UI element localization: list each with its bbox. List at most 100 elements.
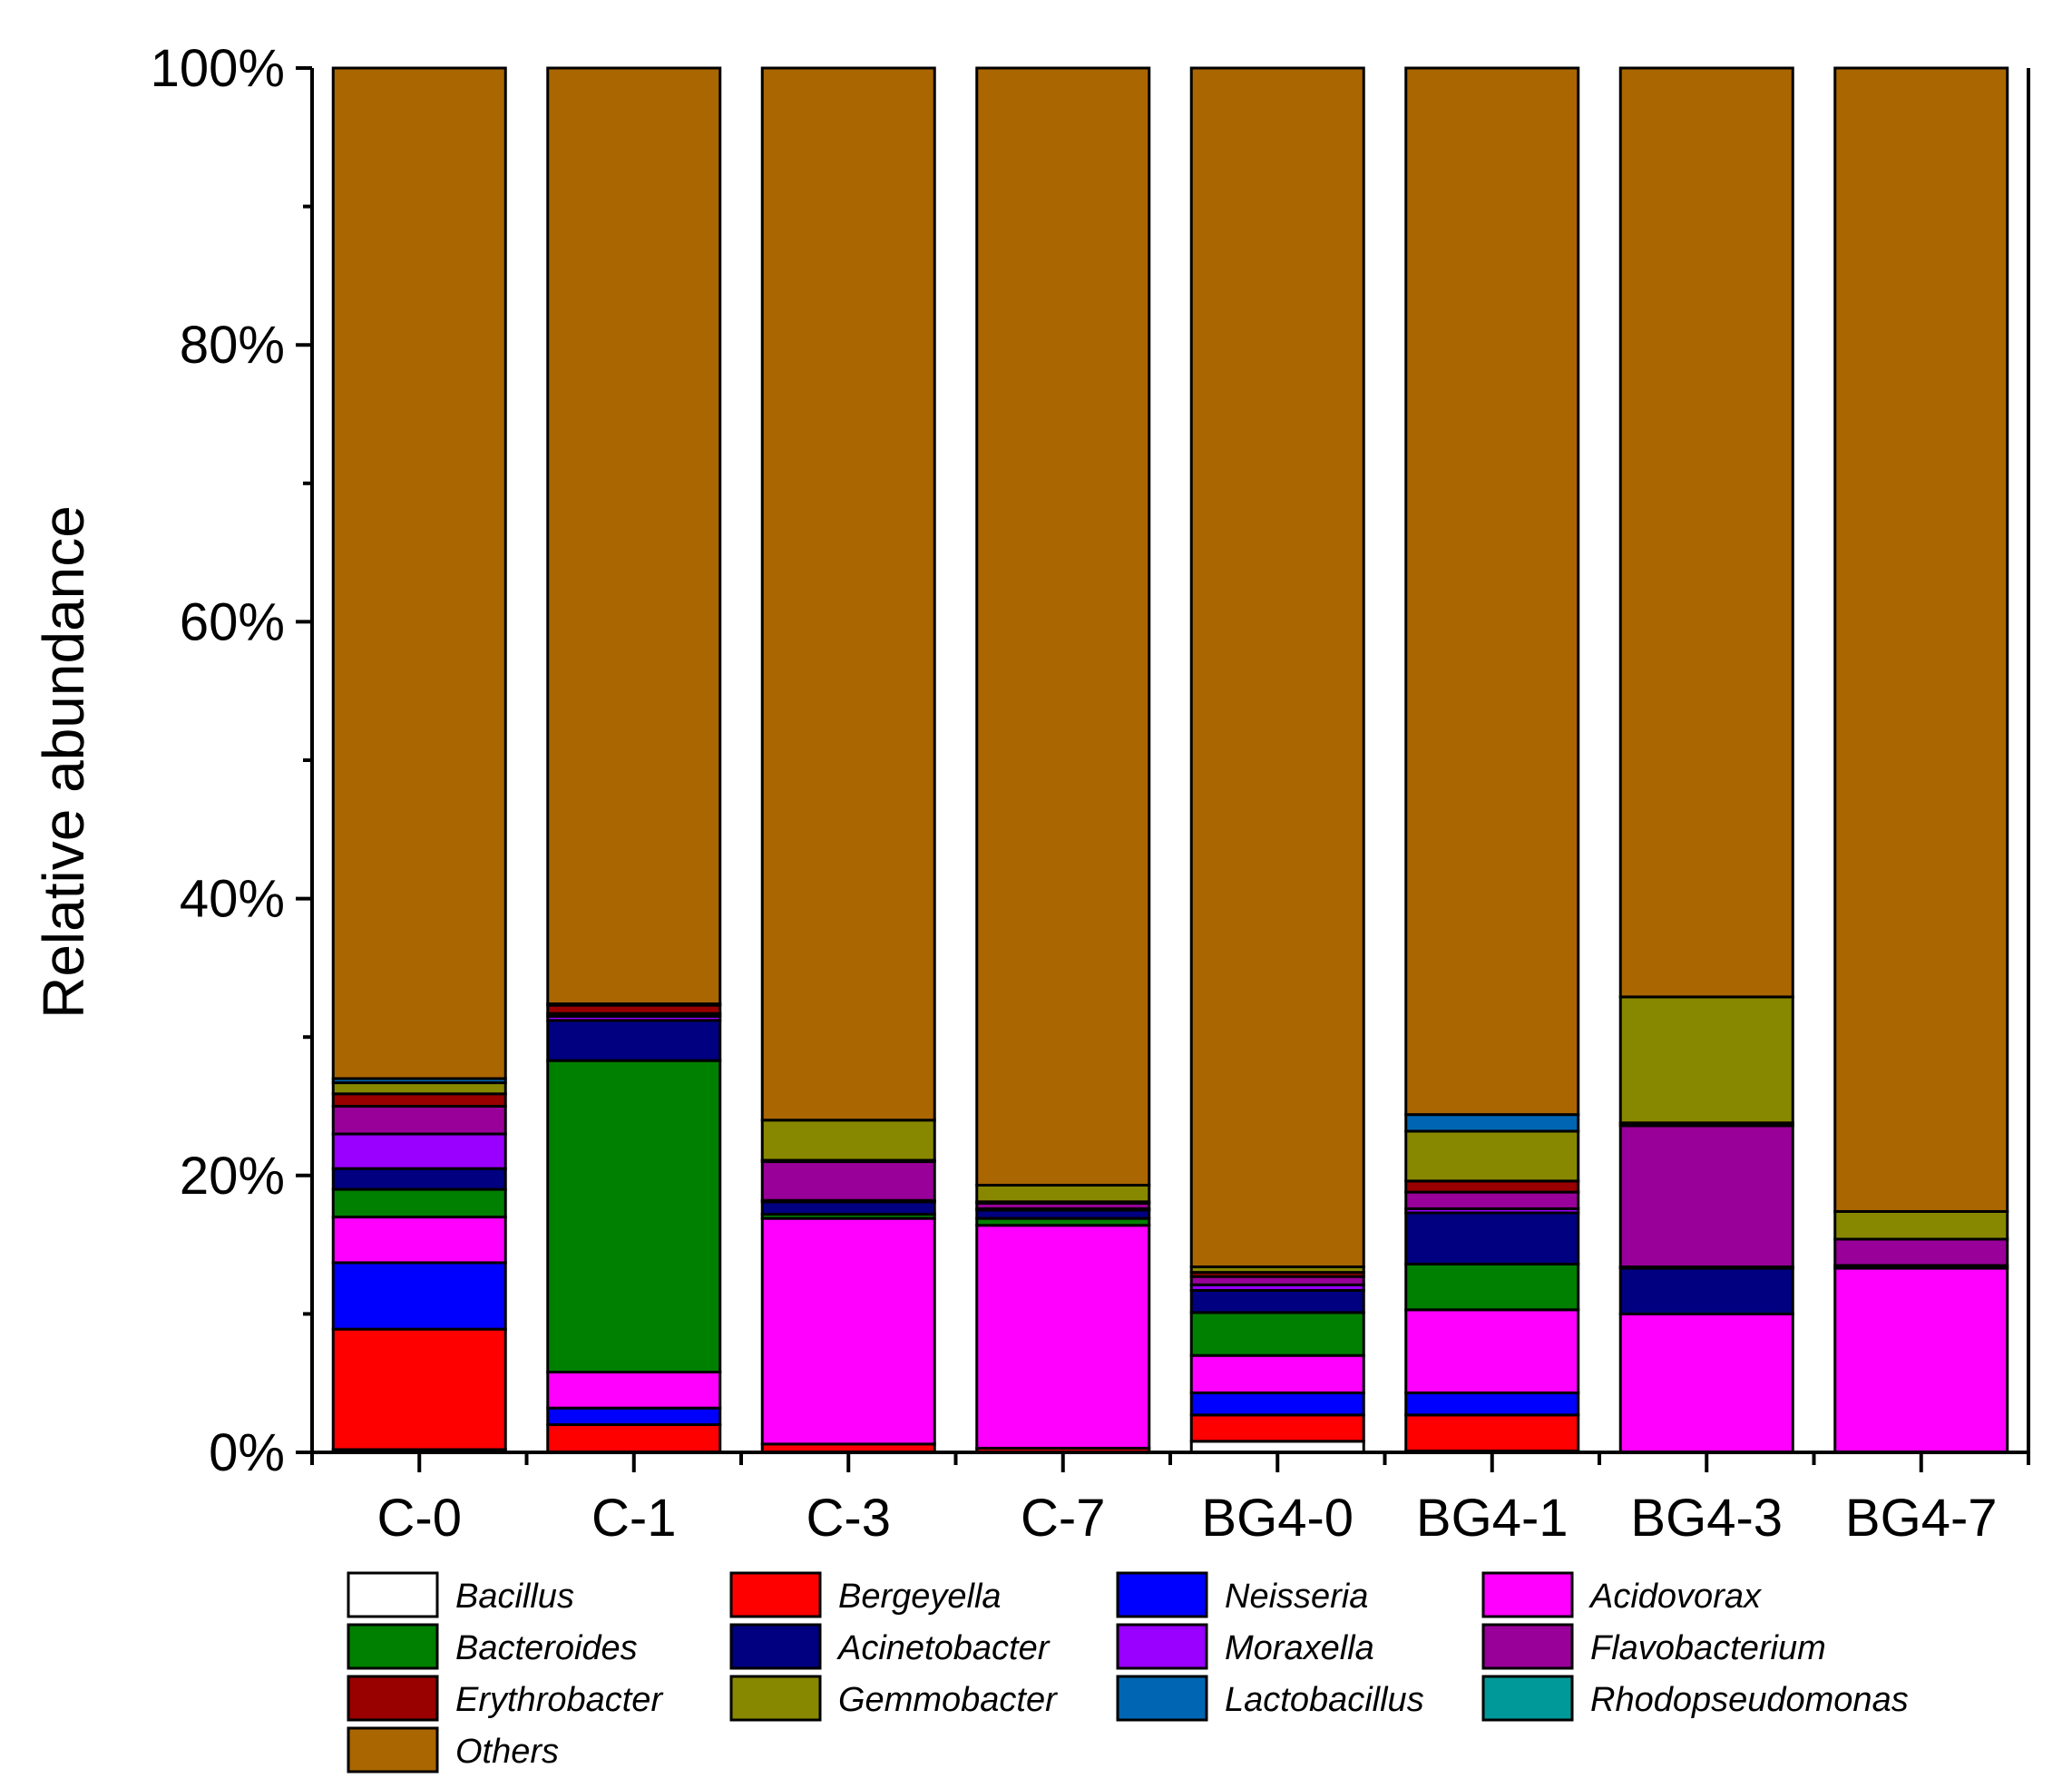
bar-segment-c-0-neisseria: [331, 1261, 507, 1331]
legend-item-acinetobacter: Acinetobacter: [729, 1623, 1051, 1670]
bar-segment-bg4-0-bacteroides: [1189, 1311, 1365, 1357]
bar-segment-bg4-1-acinetobacter: [1404, 1211, 1580, 1265]
bar-segment-c-0-acinetobacter: [331, 1167, 507, 1191]
legend: Bacillus Bergeyella Neisseria Acidovorax Bac…: [347, 1571, 1909, 1773]
bar-segment-bg4-3-gemmobacter: [1618, 995, 1794, 1125]
legend-item-lactobacillus: Lactobacillus: [1116, 1675, 1424, 1722]
legend-item-acidovorax: Acidovorax: [1481, 1571, 1763, 1618]
axes-group: 0% 20% 40% 60% 80% 100% C-0 C-1 C-3 C-7 BG4-0 BG4-1…: [151, 39, 2030, 1548]
bar-segment-c-1-neisseria: [546, 1406, 722, 1426]
legend-item-bacteroides: Bacteroides: [347, 1623, 638, 1670]
legend-label-neisseria: Neisseria: [1225, 1578, 1368, 1616]
bar-segment-c-1-others: [546, 66, 722, 1006]
bar-stack-c-1: [546, 66, 722, 1454]
bar-segment-bg4-1-gemmobacter: [1404, 1129, 1580, 1183]
legend-swatch-acinetobacter: [729, 1623, 822, 1670]
legend-label-others: Others: [455, 1733, 559, 1771]
legend-label-bacillus: Bacillus: [455, 1578, 574, 1616]
legend-swatch-bacillus: [347, 1571, 439, 1618]
bar-segment-bg4-7-gemmobacter: [1833, 1209, 2009, 1241]
bar-segment-c-0-moraxella: [331, 1132, 507, 1170]
legend-item-others: Others: [347, 1726, 559, 1773]
legend-label-acidovorax: Acidovorax: [1588, 1578, 1763, 1616]
legend-label-gemmobacter: Gemmobacter: [838, 1681, 1058, 1719]
x-tick-label-bg4-0: BG4-0: [1201, 1489, 1354, 1548]
bar-segment-bg4-1-bergeyella: [1404, 1413, 1580, 1452]
bar-segment-bg4-0-others: [1189, 66, 1365, 1269]
legend-item-bergeyella: Bergeyella: [729, 1571, 1002, 1618]
bar-segment-c-3-flavobacterium: [760, 1160, 936, 1202]
bar-segment-bg4-1-neisseria: [1404, 1391, 1580, 1417]
legend-swatch-bacteroides: [347, 1623, 439, 1670]
bar-segment-bg4-0-acinetobacter: [1189, 1288, 1365, 1314]
bar-segment-c-1-acidovorax: [546, 1370, 722, 1410]
legend-label-lactobacillus: Lactobacillus: [1225, 1681, 1424, 1719]
legend-swatch-gemmobacter: [729, 1675, 822, 1722]
bar-segment-bg4-7-others: [1833, 66, 2009, 1213]
bar-segment-c-0-acidovorax: [331, 1216, 507, 1265]
x-tick-label-c-7: C-7: [1021, 1489, 1105, 1548]
bar-stack-bg4-0: [1189, 66, 1365, 1454]
y-tick-label: 80%: [180, 316, 285, 375]
x-tick-label-bg4-7: BG4-7: [1845, 1489, 1998, 1548]
y-tick-label: 0%: [209, 1423, 285, 1482]
bar-segment-c-0-bacteroides: [331, 1187, 507, 1219]
bar-segment-bg4-1-acidovorax: [1404, 1308, 1580, 1394]
bar-segment-bg4-1-others: [1404, 66, 1580, 1117]
legend-item-neisseria: Neisseria: [1116, 1571, 1368, 1618]
legend-item-bacillus: Bacillus: [347, 1571, 574, 1618]
legend-swatch-erythrobacter: [347, 1675, 439, 1722]
bar-segment-bg4-3-acidovorax: [1618, 1312, 1794, 1454]
bar-stack-bg4-1: [1404, 66, 1580, 1454]
bar-segment-bg4-3-flavobacterium: [1618, 1124, 1794, 1269]
y-tick-label: 100%: [151, 39, 285, 98]
legend-label-moraxella: Moraxella: [1225, 1629, 1374, 1667]
legend-label-bergeyella: Bergeyella: [838, 1578, 1002, 1616]
bar-segment-bg4-7-acidovorax: [1833, 1266, 2009, 1454]
bar-segment-c-3-others: [760, 66, 936, 1122]
legend-label-bacteroides: Bacteroides: [455, 1629, 638, 1667]
legend-swatch-others: [347, 1726, 439, 1773]
bar-segment-c-7-gemmobacter: [975, 1183, 1151, 1204]
y-tick-label: 40%: [180, 870, 285, 929]
bar-segment-c-0-bergeyella: [331, 1327, 507, 1451]
x-tick-label-bg4-3: BG4-3: [1630, 1489, 1783, 1548]
bar-segment-c-7-acidovorax: [975, 1224, 1151, 1450]
legend-item-flavobacterium: Flavobacterium: [1481, 1623, 1826, 1670]
x-tick-label-c-1: C-1: [591, 1489, 676, 1548]
x-tick-label-c-3: C-3: [806, 1489, 891, 1548]
legend-label-erythrobacter: Erythrobacter: [455, 1681, 663, 1719]
bar-stack-c-7: [975, 66, 1151, 1454]
bar-segment-bg4-1-lactobacillus: [1404, 1113, 1580, 1133]
bar-segment-c-1-acinetobacter: [546, 1019, 722, 1062]
bar-segment-bg4-1-erythrobacter: [1404, 1179, 1580, 1194]
legend-item-moraxella: Moraxella: [1116, 1623, 1374, 1670]
legend-item-rhodopseudomonas: Rhodopseudomonas: [1481, 1675, 1909, 1722]
bars-group: [331, 66, 2009, 1454]
bar-segment-bg4-0-neisseria: [1189, 1391, 1365, 1417]
legend-item-gemmobacter: Gemmobacter: [729, 1675, 1058, 1722]
x-tick-label-bg4-1: BG4-1: [1416, 1489, 1569, 1548]
bar-segment-bg4-3-acinetobacter: [1618, 1266, 1794, 1315]
bar-segment-bg4-3-others: [1618, 66, 1794, 999]
legend-swatch-bergeyella: [729, 1571, 822, 1618]
bar-segment-bg4-7-flavobacterium: [1833, 1237, 2009, 1267]
bar-segment-c-0-others: [331, 66, 507, 1080]
bar-segment-c-3-acidovorax: [760, 1216, 936, 1446]
legend-label-acinetobacter: Acinetobacter: [836, 1629, 1051, 1667]
bar-segment-c-0-erythrobacter: [331, 1092, 507, 1108]
y-tick-label: 20%: [180, 1147, 285, 1206]
legend-item-erythrobacter: Erythrobacter: [347, 1675, 663, 1722]
bar-segment-c-3-acinetobacter: [760, 1200, 936, 1216]
legend-label-flavobacterium: Flavobacterium: [1590, 1629, 1826, 1667]
bar-stack-c-0: [331, 66, 507, 1454]
bar-stack-bg4-7: [1833, 66, 2009, 1454]
legend-swatch-rhodopseudomonas: [1481, 1675, 1574, 1722]
bar-stack-bg4-3: [1618, 66, 1794, 1454]
bar-segment-c-3-gemmobacter: [760, 1119, 936, 1162]
legend-label-rhodopseudomonas: Rhodopseudomonas: [1590, 1681, 1909, 1719]
bar-segment-bg4-0-bergeyella: [1189, 1413, 1365, 1443]
legend-swatch-neisseria: [1116, 1571, 1208, 1618]
bar-segment-c-0-flavobacterium: [331, 1105, 507, 1136]
